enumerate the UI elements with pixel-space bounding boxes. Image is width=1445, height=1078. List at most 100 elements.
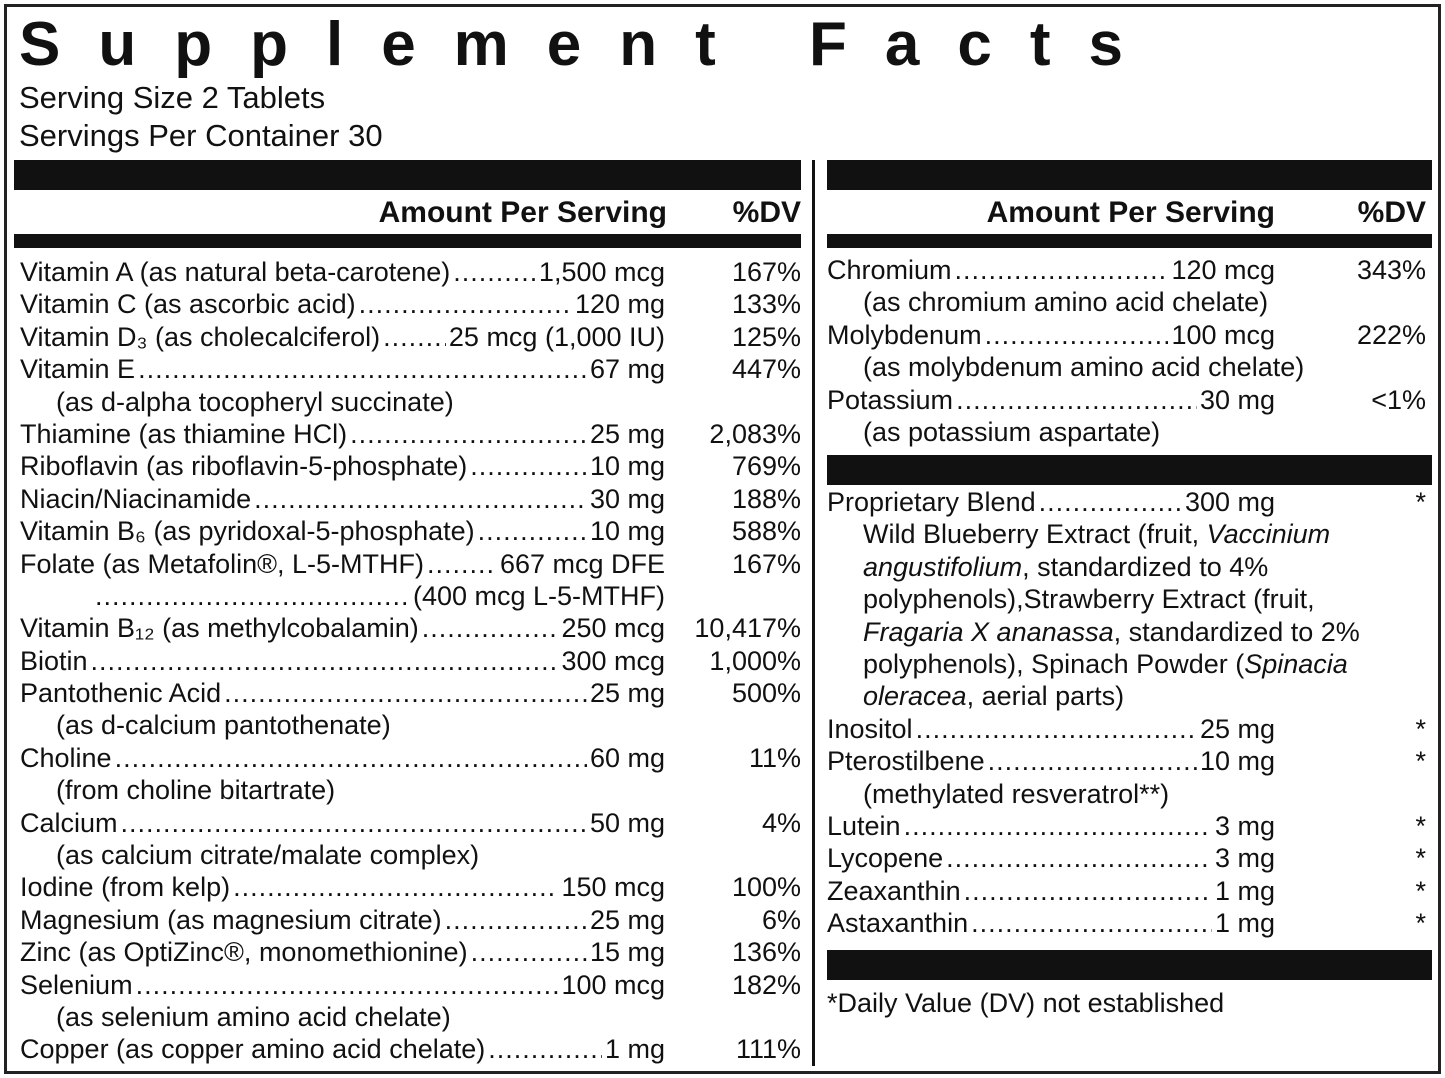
name-amount: Pantothenic Acid 25 mg: [20, 677, 665, 709]
ingredient-name: Vitamin A (as natural beta-carotene): [20, 257, 451, 287]
name-amount: Calcium 50 mg: [20, 807, 665, 839]
daily-value: 182%: [731, 969, 801, 1000]
description-text: Spinacia oleracea: [863, 649, 1348, 712]
leader-dots: [470, 450, 587, 482]
amount-continuation: (400 mcg L-5-MTHF): [92, 580, 665, 612]
left-rows: Vitamin A (as natural beta-carotene) 1,50…: [20, 256, 801, 1066]
ingredient-row: Molybdenum 100 mcg 222%: [827, 319, 1426, 351]
ingredient-row: Riboflavin (as riboflavin-5-phosphate) 10…: [20, 450, 801, 482]
mineral-rows: Chromium 120 mcg 343% (as chromium amino ac…: [827, 254, 1426, 448]
daily-value: 447%: [731, 354, 801, 385]
name-amount: Lutein 3 mg: [827, 810, 1275, 842]
ingredient-row: Magnesium (as magnesium citrate) 25 mg 6%: [20, 904, 801, 936]
daily-value: *: [1415, 875, 1426, 906]
ingredient-name: Pterostilbene: [827, 746, 985, 777]
amount: 30 mg: [589, 483, 665, 514]
leader-dots: [422, 612, 559, 644]
ingredient-name: Proprietary Blend: [827, 487, 1036, 517]
ingredient-note: (as calcium citrate/malate complex): [56, 840, 480, 871]
servings-per-container: Servings Per Container 30: [19, 118, 383, 153]
header-bar: [14, 234, 801, 248]
daily-value: 4%: [761, 807, 801, 838]
ingredient-note: (as chromium amino acid chelate): [863, 287, 1269, 318]
leader-dots: [985, 319, 1169, 351]
amount: 50 mg: [589, 807, 665, 838]
name-amount: Folate (as Metafolin®, L-5-MTHF) 667 mcg …: [20, 548, 665, 580]
amount: 250 mcg: [561, 613, 665, 644]
amount: 100 mcg: [1171, 319, 1275, 350]
amount: 300 mcg: [561, 645, 665, 676]
amount: 67 mg: [589, 354, 665, 385]
amount: 25 mcg (1,000 IU): [448, 321, 665, 352]
ingredient-row: Zeaxanthin 1 mg *: [827, 875, 1426, 907]
amount: 100 mcg: [561, 969, 665, 1000]
leader-dots: [1039, 486, 1182, 518]
ingredient-name: Thiamine (as thiamine HCl): [20, 418, 348, 449]
amount: 1,500 mcg: [538, 257, 665, 287]
daily-value: 222%: [1356, 319, 1426, 350]
ingredient-note: (as d-calcium pantothenate): [56, 710, 391, 741]
description-text: , aerial parts): [966, 681, 1125, 712]
amount: 25 mg: [589, 678, 665, 709]
name-amount: Choline 60 mg: [20, 742, 665, 774]
ingredient-name: Astaxanthin: [827, 908, 969, 939]
description-text: Fragaria X ananassa: [863, 616, 1114, 647]
ingredient-row: Proprietary Blend 300 mg *: [827, 486, 1426, 518]
leader-dots: [964, 875, 1212, 907]
daily-value: 769%: [731, 451, 801, 482]
amount: 60 mg: [589, 742, 665, 773]
daily-value: *: [1415, 487, 1426, 517]
name-amount: Selenium 100 mcg: [20, 969, 665, 1001]
ingredient-name: Vitamin E: [20, 354, 136, 385]
amount: 15 mg: [589, 937, 665, 968]
amount: 25 mg: [1199, 713, 1275, 744]
leader-dots: [478, 515, 587, 547]
ingredient-row: Copper (as copper amino acid chelate) 1 m…: [20, 1033, 801, 1065]
name-amount: Riboflavin (as riboflavin-5-phosphate) 10…: [20, 450, 665, 482]
leader-dots: [254, 483, 587, 515]
description-text: Wild Blueberry Extract (fruit,: [863, 519, 1207, 550]
title: Supplement Facts: [19, 10, 1161, 79]
daily-value: 167%: [731, 548, 801, 579]
ingredient-name: Magnesium (as magnesium citrate): [20, 904, 442, 935]
daily-value: 2,083%: [709, 418, 801, 449]
ingredient-row: Biotin 300 mcg 1,000%: [20, 645, 801, 677]
name-amount: Proprietary Blend 300 mg: [827, 486, 1275, 518]
amount: 667 mcg DFE: [499, 548, 665, 579]
daily-value: *: [1415, 713, 1426, 744]
amount: 3 mg: [1214, 843, 1275, 874]
description-text: , standardized to 4% polyphenols),Strawb…: [863, 551, 1315, 615]
daily-value: 136%: [731, 937, 801, 968]
ingredient-row: Chromium 120 mcg 343%: [827, 254, 1426, 286]
daily-value: 100%: [731, 872, 801, 903]
ingredient-row: Pterostilbene 10 mg *: [827, 745, 1426, 777]
daily-value: *: [1415, 843, 1426, 874]
dv-header: %DV: [1357, 196, 1426, 229]
ingredient-name: Vitamin B₆ (as pyridoxal-5-phosphate): [20, 516, 475, 547]
name-amount: Copper (as copper amino acid chelate) 1 m…: [20, 1033, 665, 1065]
ingredient-name: Inositol: [827, 713, 913, 744]
amount-continuation-row: (400 mcg L-5-MTHF): [20, 580, 801, 612]
leader-dots: [471, 936, 587, 968]
ingredient-note: (as molybdenum amino acid chelate): [863, 352, 1305, 383]
ingredient-name: Pantothenic Acid: [20, 678, 222, 709]
name-amount: Thiamine (as thiamine HCl) 25 mg: [20, 418, 665, 450]
serving-size: Serving Size 2 Tablets: [19, 80, 326, 115]
ingredient-name: Zinc (as OptiZinc®, monomethionine): [20, 937, 468, 968]
ingredient-name: Chromium: [827, 255, 952, 285]
name-amount: Molybdenum 100 mcg: [827, 319, 1275, 351]
footnote: *Daily Value (DV) not established: [827, 988, 1225, 1018]
daily-value: 6%: [761, 904, 801, 935]
thick-bar: [827, 455, 1432, 485]
name-amount: Chromium 120 mcg: [827, 254, 1275, 286]
daily-value: *: [1415, 746, 1426, 777]
ingredient-row: Astaxanthin 1 mg *: [827, 907, 1426, 939]
ingredient-note: (methylated resveratrol**): [863, 778, 1170, 809]
daily-value: 10,417%: [694, 613, 801, 644]
ingredient-row: Zinc (as OptiZinc®, monomethionine) 15 mg…: [20, 936, 801, 968]
ingredient-row: Vitamin C (as ascorbic acid) 120 mg 133%: [20, 288, 801, 320]
ingredient-row: Thiamine (as thiamine HCl) 25 mg 2,083%: [20, 418, 801, 450]
amount-header: Amount Per Serving: [986, 196, 1275, 229]
ingredient-note: (as selenium amino acid chelate): [56, 1001, 451, 1032]
daily-value: 500%: [731, 678, 801, 709]
